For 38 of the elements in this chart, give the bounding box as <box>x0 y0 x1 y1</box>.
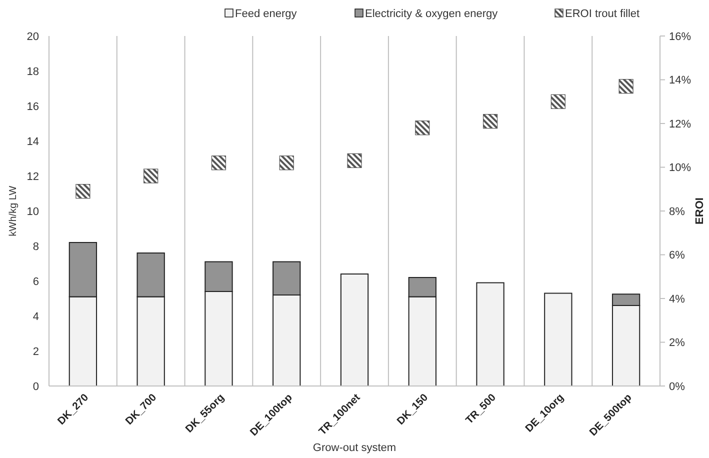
legend-label: Feed energy <box>235 8 298 20</box>
y2-tick-label: 0% <box>669 380 686 393</box>
point <box>76 184 90 199</box>
y-tick-label: 18 <box>26 66 39 78</box>
bar <box>340 274 369 386</box>
y-tick-label: 16 <box>26 100 39 113</box>
y-tick-label: 20 <box>26 30 39 43</box>
y-axis-title: kWh/kg LW <box>8 185 19 236</box>
bar <box>476 282 504 386</box>
y2-tick-label: 12% <box>669 118 692 130</box>
point <box>618 79 634 94</box>
y-tick-label: 4 <box>32 310 39 323</box>
y2-tick-label: 6% <box>669 250 686 262</box>
y2-tick-label: 14% <box>669 74 692 87</box>
y-tick-label: 10 <box>26 206 39 218</box>
y-tick-label: 2 <box>32 346 39 358</box>
y-tick-label: 6 <box>32 276 39 288</box>
y2-tick-label: 4% <box>669 293 686 306</box>
point <box>144 168 158 184</box>
point <box>550 94 566 109</box>
y2-tick-label: 10% <box>669 162 692 174</box>
y-tick-label: 8 <box>32 240 39 253</box>
legend-label: Electricity & oxygen energy <box>365 8 498 20</box>
point <box>347 153 362 168</box>
y-tick-label: 12 <box>26 170 39 183</box>
y2-axis-title: EROI <box>694 198 706 224</box>
x-axis-title: Grow-out system <box>312 442 396 454</box>
bar <box>544 292 572 386</box>
legend-label: EROI trout fillet <box>565 8 640 20</box>
point <box>211 156 226 170</box>
y2-tick-label: 8% <box>669 206 686 218</box>
point <box>482 114 498 129</box>
y-tick-label: 0 <box>32 380 39 393</box>
point <box>279 156 294 170</box>
y2-tick-label: 16% <box>669 30 692 43</box>
y2-tick-label: 2% <box>669 337 686 350</box>
y-tick-label: 14 <box>26 136 39 148</box>
point <box>415 120 430 136</box>
